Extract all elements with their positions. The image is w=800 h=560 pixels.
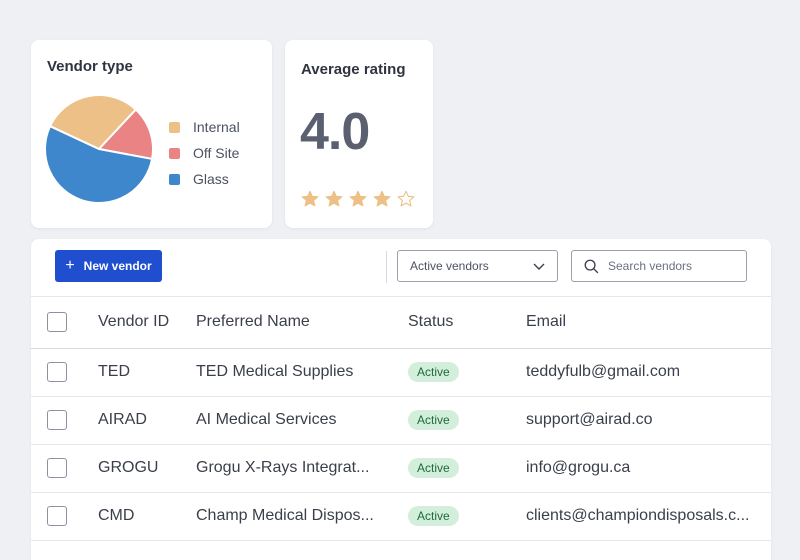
legend-swatch-off-site xyxy=(169,147,180,159)
star-filled-icon xyxy=(325,190,343,207)
search-icon xyxy=(584,259,599,273)
vendor-filter-value: Active vendors xyxy=(410,259,489,273)
row-select-cell xyxy=(31,396,98,444)
header-email[interactable]: Email xyxy=(526,313,567,331)
table-toolbar: + New vendor Active vendors xyxy=(31,239,771,297)
status-cell: Active xyxy=(408,348,526,396)
email-cell: info@grogu.ca xyxy=(526,459,631,476)
status-badge: Active xyxy=(408,506,459,526)
header-status[interactable]: Status xyxy=(408,313,454,331)
pie-slice-off-site xyxy=(97,108,154,161)
star-filled-icon xyxy=(349,190,367,207)
star-filled-icon xyxy=(301,190,319,207)
preferred-name-cell: Grogu X-Rays Integrat... xyxy=(196,459,370,476)
row-checkbox[interactable] xyxy=(47,458,67,478)
header-vendor-id[interactable]: Vendor ID xyxy=(98,313,170,331)
vendor-type-card: Vendor type Internal Off Site Glass xyxy=(31,40,272,228)
plus-icon: + xyxy=(65,257,75,274)
vendor-type-legend: Internal Off Site Glass xyxy=(169,114,240,192)
vendor-id-cell: AIRAD xyxy=(98,411,147,428)
table-row[interactable]: CMD Champ Medical Dispos... Active clien… xyxy=(31,492,771,540)
table-header-row: Vendor ID Preferred Name Status Email xyxy=(31,297,771,348)
preferred-name-cell: AI Medical Services xyxy=(196,411,337,428)
legend-item-off-site: Off Site xyxy=(169,140,240,166)
chevron-down-icon xyxy=(533,263,545,270)
select-all-checkbox[interactable] xyxy=(47,312,67,333)
average-rating-value: 4.0 xyxy=(300,103,370,161)
pie-slice-glass xyxy=(44,124,154,204)
legend-item-internal: Internal xyxy=(169,114,240,140)
status-badge: Active xyxy=(408,362,459,382)
average-rating-card: Average rating 4.0 xyxy=(285,40,433,228)
vendor-type-pie-chart xyxy=(44,94,154,204)
table-row[interactable]: TED TED Medical Supplies Active teddyful… xyxy=(31,348,771,396)
average-rating-title: Average rating xyxy=(301,61,406,78)
star-rating xyxy=(301,190,421,208)
status-badge: Active xyxy=(408,458,459,478)
status-cell: Active xyxy=(408,444,526,492)
legend-item-glass: Glass xyxy=(169,166,240,192)
preferred-name-cell: TED Medical Supplies xyxy=(196,363,354,380)
vendor-table: Vendor ID Preferred Name Status Email TE… xyxy=(31,297,771,541)
vendor-id-cell: CMD xyxy=(98,507,135,524)
row-checkbox[interactable] xyxy=(47,362,67,382)
vendor-type-title: Vendor type xyxy=(47,58,133,75)
table-row[interactable]: GROGU Grogu X-Rays Integrat... Active in… xyxy=(31,444,771,492)
legend-label-glass: Glass xyxy=(193,171,229,187)
row-select-cell xyxy=(31,492,98,540)
legend-label-off-site: Off Site xyxy=(193,145,240,161)
status-cell: Active xyxy=(408,396,526,444)
legend-swatch-internal xyxy=(169,121,180,133)
legend-label-internal: Internal xyxy=(193,119,240,135)
vendor-id-cell: TED xyxy=(98,363,130,380)
vendor-id-cell: GROGU xyxy=(98,459,159,476)
email-cell: teddyfulb@gmail.com xyxy=(526,363,681,380)
table-row[interactable]: AIRAD AI Medical Services Active support… xyxy=(31,396,771,444)
vendor-filter-select[interactable]: Active vendors xyxy=(397,250,558,282)
search-input[interactable] xyxy=(608,259,738,273)
email-cell: clients@championdisposals.c... xyxy=(526,507,750,524)
preferred-name-cell: Champ Medical Dispos... xyxy=(196,507,374,524)
header-preferred-name[interactable]: Preferred Name xyxy=(196,313,310,331)
status-badge: Active xyxy=(408,410,459,430)
legend-swatch-glass xyxy=(169,173,180,185)
row-checkbox[interactable] xyxy=(47,506,67,526)
new-vendor-button[interactable]: + New vendor xyxy=(55,250,162,282)
search-field[interactable] xyxy=(571,250,747,282)
toolbar-divider xyxy=(386,251,387,283)
row-select-cell xyxy=(31,444,98,492)
row-select-cell xyxy=(31,348,98,396)
star-filled-icon xyxy=(373,190,391,207)
email-cell: support@airad.co xyxy=(526,411,653,428)
vendor-table-card: + New vendor Active vendors Vendor ID Pr… xyxy=(31,239,771,560)
header-select-cell xyxy=(31,297,98,348)
star-empty-icon xyxy=(397,190,415,207)
new-vendor-label: New vendor xyxy=(83,259,152,273)
row-checkbox[interactable] xyxy=(47,410,67,430)
status-cell: Active xyxy=(408,492,526,540)
